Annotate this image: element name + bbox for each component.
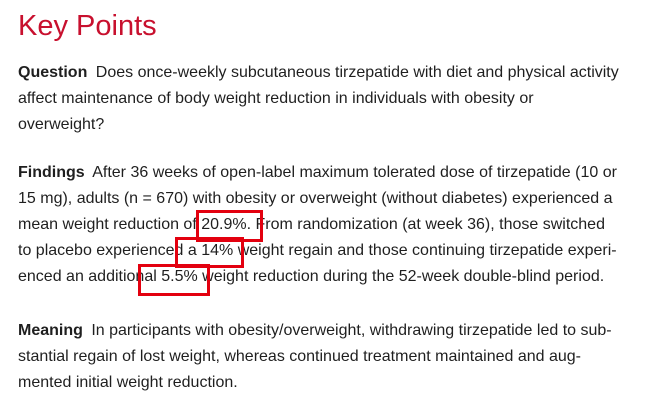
question-line-1: Question Does once-weekly subcutaneous t… bbox=[18, 64, 619, 81]
findings-line-4: to placebo experienced a 14% weight rega… bbox=[18, 242, 617, 259]
meaning-section: Meaning In participants with obesity/ove… bbox=[18, 318, 643, 396]
question-line-2: affect maintenance of body weight reduct… bbox=[18, 90, 534, 107]
findings-label: Findings bbox=[18, 164, 85, 181]
findings-line-2: 15 mg), adults (n = 670) with obesity or… bbox=[18, 190, 613, 207]
findings-section: Findings After 36 weeks of open-label ma… bbox=[18, 160, 643, 290]
meaning-line-1: Meaning In participants with obesity/ove… bbox=[18, 322, 612, 339]
findings-line-1: Findings After 36 weeks of open-label ma… bbox=[18, 164, 617, 181]
meaning-line-2: stantial regain of lost weight, whereas … bbox=[18, 348, 582, 365]
meaning-line-3: mented initial weight reduction. bbox=[18, 374, 238, 391]
question-line-3: overweight? bbox=[18, 116, 105, 133]
findings-line-5: enced an additional 5.5% weight reductio… bbox=[18, 268, 605, 285]
findings-line-3: mean weight reduction of 20.9%. From ran… bbox=[18, 216, 605, 233]
meaning-label: Meaning bbox=[18, 322, 83, 339]
question-section: Question Does once-weekly subcutaneous t… bbox=[18, 60, 643, 138]
page-title: Key Points bbox=[18, 10, 157, 42]
question-label: Question bbox=[18, 64, 88, 81]
